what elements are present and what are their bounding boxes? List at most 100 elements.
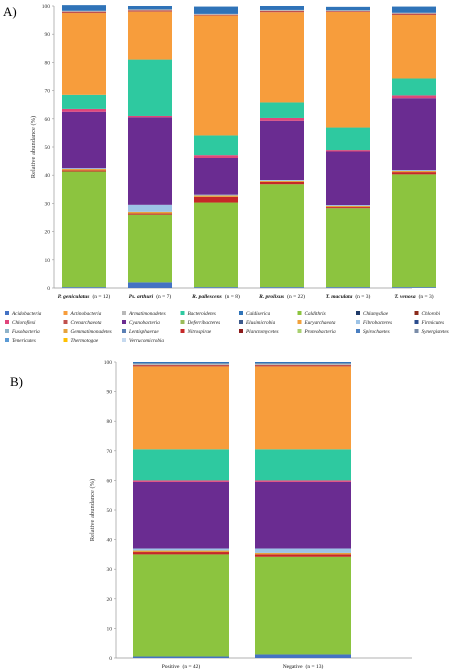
y-axis-label: Relative abundance (%) — [89, 479, 96, 541]
bar-segment — [260, 10, 304, 13]
legend-swatch — [63, 338, 68, 342]
legend-label: Planctomycetes — [245, 329, 279, 335]
bar-segment — [62, 287, 106, 288]
x-tick-category: T. maculata — [326, 294, 353, 300]
legend-label: Euryarchaeota — [304, 320, 336, 326]
bar-segment — [392, 287, 436, 288]
y-tick-label: 60 — [107, 478, 113, 484]
legend-label: Firmicutes — [421, 320, 444, 326]
bar-segment — [392, 174, 436, 288]
legend-swatch — [122, 338, 126, 342]
bar-segment — [255, 548, 351, 553]
legend-swatch — [297, 311, 302, 315]
y-axis-label: Relative abundance (%) — [30, 116, 37, 178]
bar-segment — [194, 194, 238, 196]
legend-swatch — [414, 320, 419, 324]
legend-item: Chlorobi — [414, 311, 441, 317]
x-tick-label: Ps. arthuri (n = 7) — [129, 293, 172, 300]
bar-segment — [326, 207, 370, 209]
bar-segment — [62, 108, 106, 112]
legend-label: Elusimicrobia — [245, 320, 276, 326]
y-tick-label: 0 — [109, 656, 112, 662]
legend-swatch — [239, 320, 243, 324]
legend-item: Deferribacteres — [180, 319, 221, 326]
bar-segment — [194, 157, 238, 195]
legend-item: Synergistetes — [414, 329, 449, 335]
legend-label: Chlorobi — [422, 311, 441, 317]
x-tick-count: (n = 8) — [225, 293, 240, 300]
bar-segment — [62, 171, 106, 288]
bar-segment — [392, 98, 436, 171]
legend-item: Elusimicrobia — [239, 320, 276, 326]
legend-label: Armatimonadetes — [128, 311, 166, 317]
legend-item: Firmicutes — [414, 320, 444, 326]
bar-segment — [133, 480, 229, 482]
x-tick-category: R. pallescens — [191, 294, 222, 300]
bar-segment — [260, 12, 304, 103]
bar-segment — [260, 287, 304, 288]
bar-segment — [133, 548, 229, 551]
bar-segment — [255, 481, 351, 549]
bar-segment — [133, 554, 229, 657]
bar-segment — [255, 654, 351, 658]
legend-item: Caldithrix — [297, 311, 327, 317]
legend-label: Crenarchaeota — [71, 320, 102, 326]
x-tick-category: T. venosa — [394, 294, 415, 300]
bar-segment — [255, 480, 351, 482]
y-tick-label: 70 — [107, 449, 113, 455]
legend-swatch — [297, 320, 302, 324]
bar-segment — [392, 12, 436, 14]
legend-item: Gemmatimonadetes — [63, 329, 112, 335]
y-tick-label: 100 — [104, 360, 113, 366]
legend-item: Lentisphaerae — [122, 329, 159, 335]
y-tick-label: 50 — [45, 145, 51, 151]
bar-segment — [128, 59, 172, 116]
bar-segment — [326, 11, 370, 128]
legend-swatch — [63, 320, 68, 324]
legend-item: Fibrobacteres — [356, 320, 392, 326]
legend-item: Bacteroidetes — [180, 311, 216, 317]
bar-segment — [62, 111, 106, 169]
bar-segment — [326, 150, 370, 152]
bar-segment — [392, 170, 436, 171]
panel-label: A) — [3, 4, 17, 19]
legend-label: Chlamydiae — [363, 311, 389, 317]
bar-segment — [128, 282, 172, 288]
y-tick-label: 30 — [45, 201, 51, 207]
bar-segment — [62, 94, 106, 109]
bar-segment — [326, 6, 370, 11]
bar-segment — [260, 179, 304, 181]
x-tick-count: (n = 3) — [355, 293, 370, 300]
legend-label: Deferribacteres — [187, 319, 221, 326]
legend-label: Bacteroidetes — [188, 311, 216, 317]
bar-segment — [194, 135, 238, 156]
legend-swatch — [122, 320, 126, 324]
bar-segment — [392, 6, 436, 13]
legend-swatch — [414, 329, 419, 333]
legend-label: Caldiserica — [246, 311, 271, 317]
legend-swatch — [5, 320, 9, 324]
legend-swatch — [297, 329, 302, 333]
legend-item: Crenarchaeota — [63, 320, 102, 326]
bar-segment — [392, 95, 436, 99]
bar-stack — [260, 6, 304, 288]
legend-label: Tenericutes — [12, 338, 36, 344]
bar-segment — [392, 78, 436, 96]
legend-swatch — [414, 311, 419, 315]
y-tick-label: 10 — [107, 626, 113, 632]
bar-segment — [133, 481, 229, 549]
bar-stack — [128, 6, 172, 288]
y-tick-label: 30 — [107, 567, 113, 573]
legend-label: Cyanobacteria — [129, 320, 160, 326]
bar-segment — [326, 10, 370, 12]
bar-segment — [326, 205, 370, 206]
bar-segment — [62, 168, 106, 169]
bar-segment — [326, 127, 370, 151]
x-tick-label: R. prolixus (n = 22) — [258, 293, 305, 300]
x-tick-label: P. geniculatus (n = 12) — [58, 293, 111, 300]
legend-label: Acidobacteria — [11, 311, 42, 317]
bar-segment — [128, 211, 172, 214]
legend-label: Lentisphaerae — [128, 329, 159, 335]
legend-label: Proteobacteria — [304, 329, 337, 335]
y-tick-label: 40 — [107, 538, 113, 544]
